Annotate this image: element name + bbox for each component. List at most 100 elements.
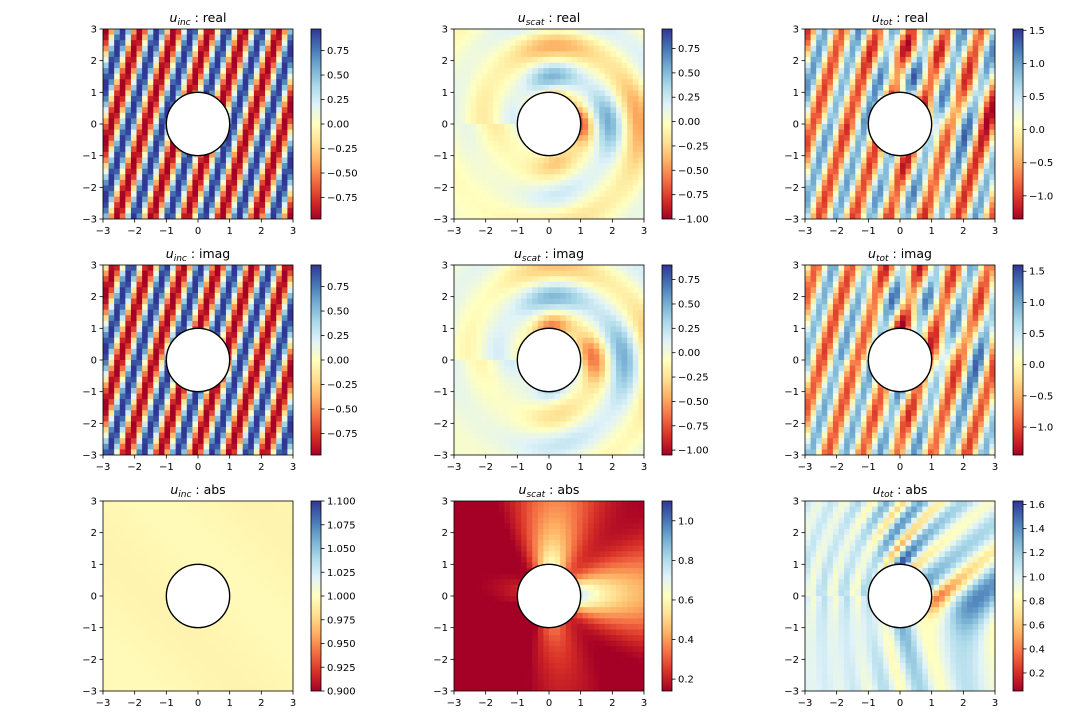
heatmap-cell	[158, 354, 166, 361]
heatmap-cell	[916, 168, 923, 175]
heatmap-cell	[214, 320, 221, 328]
heatmap-cell	[114, 399, 121, 406]
heatmap-cell	[638, 40, 644, 47]
heatmap-cell	[927, 213, 935, 219]
heatmap-cell	[849, 51, 856, 58]
heatmap-cell	[186, 56, 194, 64]
heatmap-cell	[571, 84, 578, 92]
heatmap-cell	[989, 118, 995, 125]
heatmap-cell	[259, 73, 266, 80]
colorbar-tick-label: −0.75	[678, 190, 709, 201]
heatmap-cell	[543, 196, 550, 203]
heatmap-cell	[214, 415, 221, 423]
heatmap-cell	[849, 140, 856, 147]
heatmap-cell	[253, 432, 261, 439]
heatmap-cell	[476, 29, 483, 36]
heatmap-cell	[231, 326, 238, 333]
heatmap-cell	[459, 287, 466, 294]
heatmap-cell	[565, 174, 572, 181]
heatmap-cell	[844, 163, 851, 170]
heatmap-cell	[220, 298, 227, 305]
heatmap-cell	[253, 135, 261, 142]
heatmap-cell	[186, 449, 194, 455]
heatmap-cell	[465, 34, 472, 41]
heatmap-cell	[498, 62, 505, 69]
heatmap-cell	[967, 174, 974, 181]
heatmap-cell	[911, 29, 918, 36]
heatmap-cell	[588, 213, 595, 219]
heatmap-cell	[231, 287, 238, 294]
heatmap-cell	[259, 438, 266, 445]
heatmap-cell	[454, 213, 461, 219]
colorbar-tick-label: −0.50	[327, 404, 358, 415]
heatmap-cell	[470, 360, 477, 367]
heatmap-cell	[950, 202, 957, 209]
heatmap-cell	[894, 213, 901, 219]
heatmap-cell	[465, 298, 472, 305]
heatmap-cell	[855, 179, 862, 187]
heatmap-cell	[922, 157, 929, 164]
heatmap-cell	[827, 84, 834, 92]
heatmap-cell	[198, 213, 205, 219]
heatmap-cell	[521, 84, 528, 92]
heatmap-cell	[821, 179, 828, 187]
heatmap-cell	[281, 399, 289, 406]
y-tick-label: −1	[82, 387, 97, 398]
heatmap-cell	[470, 118, 477, 125]
heatmap-cell	[281, 298, 289, 305]
heatmap-cell	[604, 179, 612, 187]
heatmap-cell	[170, 427, 177, 434]
heatmap-cell	[108, 343, 115, 350]
heatmap-cell	[130, 337, 138, 344]
heatmap-cell	[108, 101, 115, 108]
heatmap-cell	[465, 438, 472, 445]
heatmap-cell	[588, 68, 595, 75]
heatmap-cell	[209, 438, 216, 445]
heatmap-cell	[588, 185, 595, 192]
heatmap-cell	[588, 90, 595, 97]
heatmap-cell	[465, 196, 472, 203]
heatmap-cell	[248, 62, 255, 69]
heatmap-cell	[119, 56, 126, 64]
heatmap-cell	[220, 410, 227, 417]
y-tick-label: 2	[91, 292, 97, 303]
heatmap-cell	[237, 309, 244, 316]
heatmap-cell	[515, 168, 522, 175]
heatmap-cell	[153, 168, 160, 175]
heatmap-cell	[136, 354, 143, 361]
heatmap-cell	[198, 163, 205, 170]
heatmap-cell	[877, 51, 884, 58]
heatmap-cell	[855, 84, 862, 92]
heatmap-cell	[989, 40, 995, 47]
heatmap-cell	[599, 185, 606, 192]
x-tick-label: 2	[609, 226, 615, 237]
heatmap-cell	[242, 304, 249, 311]
heatmap-cell	[582, 101, 589, 108]
heatmap-cell	[470, 315, 477, 322]
heatmap-cell	[832, 84, 840, 92]
heatmap-cell	[231, 196, 238, 203]
heatmap-cell	[493, 196, 500, 203]
heatmap-cell	[481, 73, 489, 80]
heatmap-cell	[108, 45, 115, 52]
heatmap-cell	[576, 79, 584, 86]
heatmap-cell	[967, 73, 974, 80]
heatmap-cell	[855, 146, 862, 153]
heatmap-cell	[253, 276, 261, 283]
heatmap-cell	[220, 265, 227, 272]
heatmap-cell	[192, 45, 199, 52]
heatmap-cell	[119, 157, 126, 164]
heatmap-cell	[543, 51, 550, 58]
heatmap-cell	[248, 79, 255, 86]
heatmap-cell	[231, 365, 238, 372]
heatmap-cell	[225, 265, 233, 272]
heatmap-cell	[237, 382, 244, 389]
heatmap-cell	[470, 90, 477, 97]
heatmap-cell	[242, 112, 249, 120]
heatmap-cell	[866, 45, 873, 52]
heatmap-cell	[939, 112, 946, 120]
heatmap-cell	[147, 427, 154, 434]
heatmap-cell	[231, 415, 238, 423]
heatmap-cell	[838, 51, 845, 58]
heatmap-cell	[487, 40, 494, 47]
